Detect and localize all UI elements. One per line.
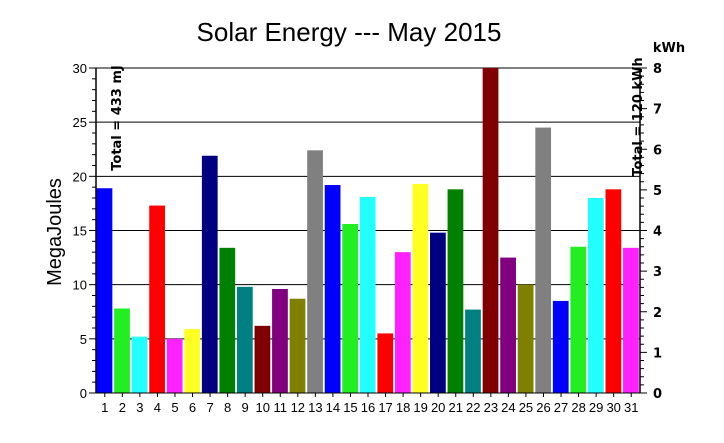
x-tick-label: 5 [171,400,178,415]
y2-tick-label: 5 [653,184,662,199]
bar-day-5 [166,338,183,393]
x-tick-label: 9 [242,400,249,415]
bar-day-15 [342,224,359,393]
x-tick-label: 16 [361,400,375,415]
y2-tick-label: 4 [653,225,662,240]
y-tick-label: 0 [80,386,87,401]
bar-day-18 [394,252,411,393]
y2-tick-label: 1 [653,346,662,361]
bar-day-4 [149,205,165,393]
y2-tick-label: 7 [653,103,662,118]
x-tick-label: 2 [119,400,126,415]
x-tick-label: 18 [396,400,410,415]
x-tick-label: 26 [536,400,550,415]
bar-day-12 [289,298,306,393]
y2-axis-unit-label: kWh [653,41,685,56]
bar-day-30 [605,189,622,393]
bar-day-7 [201,155,218,393]
bar-day-21 [447,189,464,393]
bar-day-25 [517,284,534,393]
x-tick-label: 4 [154,400,161,415]
bar-day-13 [307,150,323,393]
x-tick-label: 8 [224,400,231,415]
y-tick-label: 20 [73,169,87,184]
bar-day-10 [254,325,271,393]
bar-day-24 [500,257,516,393]
bar-day-1 [96,188,113,393]
x-tick-label: 19 [413,400,427,415]
y-tick-label: 5 [80,332,87,347]
bar-day-8 [219,247,236,393]
total-mj-label: Total = 433 mJ [110,65,125,171]
y2-tick-label: 0 [653,387,662,402]
y-tick-label: 30 [73,61,87,76]
bar-day-26 [535,127,552,393]
bar-day-31 [623,247,639,393]
x-tick-label: 3 [136,400,143,415]
x-tick-label: 6 [189,400,196,415]
x-tick-label: 31 [624,400,638,415]
x-tick-label: 30 [606,400,620,415]
x-tick-label: 11 [274,400,288,415]
y2-axis-ticks: 0 1 2 3 4 5 6 7 8 [640,62,662,402]
bar-day-19 [412,183,429,393]
bar-day-29 [587,198,604,393]
total-kwh-label: Total = 120 kWh [631,57,646,176]
bar-day-17 [377,333,394,393]
y2-tick-label: 8 [653,62,662,77]
x-tick-label: 29 [589,400,603,415]
x-axis-ticks: 1 2 3 4 5 6 7 8 9 10 11 12 13 14 15 16 17 18 19 20 21 22 23 24 2… [101,393,638,415]
bar-day-22 [465,309,481,393]
y2-tick-label: 6 [653,143,662,158]
x-tick-label: 21 [449,400,463,415]
x-tick-label: 25 [519,400,533,415]
x-tick-label: 1 [101,400,108,415]
x-tick-label: 13 [308,400,322,415]
y-tick-label: 25 [73,115,87,130]
x-tick-label: 14 [326,400,340,415]
x-tick-label: 17 [378,400,392,415]
x-tick-label: 7 [206,400,213,415]
x-tick-label: 20 [431,400,445,415]
bar-day-20 [430,232,446,393]
bar-day-3 [131,336,148,393]
x-tick-label: 15 [343,400,357,415]
y2-tick-label: 2 [653,306,662,321]
x-tick-label: 27 [554,400,568,415]
bar-day-6 [184,329,201,393]
bar-day-14 [324,185,341,393]
bar-day-11 [272,289,288,393]
bar-day-28 [570,246,587,393]
bars [96,68,639,393]
bar-day-23 [482,68,499,393]
chart-title: Solar Energy --- May 2015 [197,17,502,47]
bar-day-16 [359,196,376,393]
x-tick-label: 24 [501,400,515,415]
x-tick-label: 12 [291,400,305,415]
y2-tick-label: 3 [653,265,662,280]
bar-day-9 [236,286,253,393]
y-axis-ticks: 0 5 10 15 20 25 30 [73,61,96,401]
y-tick-label: 15 [73,224,87,239]
x-tick-label: 22 [466,400,480,415]
bar-day-2 [114,308,130,393]
bar-day-27 [552,300,569,393]
x-tick-label: 23 [484,400,498,415]
y-axis-label: MegaJoules [44,178,66,286]
y-tick-label: 10 [73,278,87,293]
x-tick-label: 28 [571,400,585,415]
x-tick-label: 10 [255,400,269,415]
